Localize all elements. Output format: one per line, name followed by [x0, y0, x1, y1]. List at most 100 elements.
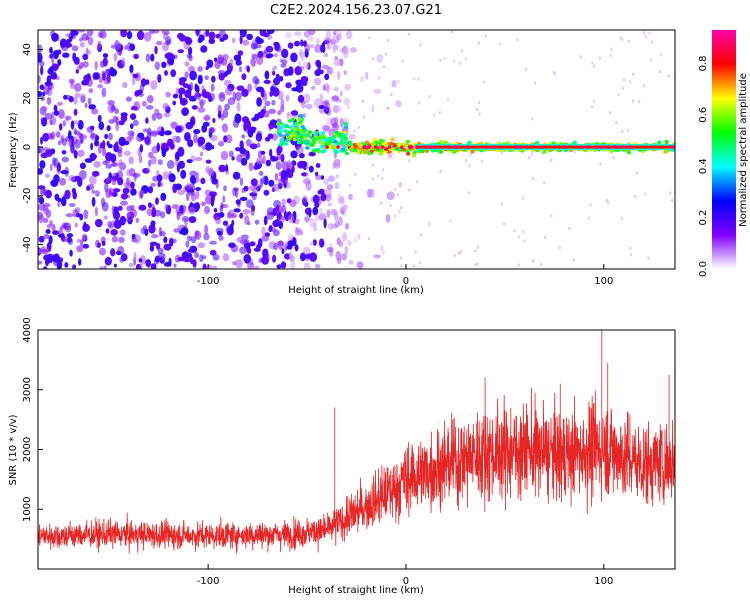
- spectrogram-cell: [120, 200, 128, 206]
- spectrogram-cell: [312, 206, 319, 216]
- spectrogram-cell: [418, 261, 421, 265]
- signal-band-cell: [371, 142, 376, 146]
- spectrogram-cell: [76, 238, 81, 243]
- spectrogram-cell: [140, 135, 145, 141]
- spectrogram-cell: [74, 82, 82, 92]
- spectrogram-cell: [289, 255, 296, 262]
- spectrogram-cell: [325, 194, 332, 202]
- spectrogram-cell: [294, 244, 299, 252]
- spectrogram-cell: [118, 236, 125, 243]
- spectrogram-cell: [385, 214, 391, 223]
- spectrogram-cell: [623, 78, 626, 82]
- spectrogram-cell: [299, 252, 306, 262]
- spectrogram-cell: [554, 72, 556, 76]
- spectrogram-cell: [599, 162, 602, 166]
- spectrogram-cell: [258, 170, 264, 176]
- spectrogram-cell: [237, 50, 244, 56]
- spectrogram-cell: [177, 49, 184, 54]
- spectrogram-cell: [132, 76, 136, 86]
- spectrogram-cell: [301, 80, 308, 86]
- spectrogram-cell: [400, 206, 403, 210]
- signal-band-cell: [358, 143, 364, 148]
- spectrogram-cell: [398, 209, 401, 213]
- signal-band-cell: [381, 142, 386, 146]
- spectrogram-cell: [380, 244, 384, 252]
- spectrogram-cell: [209, 240, 218, 245]
- spectrogram-cell: [231, 156, 235, 161]
- spectrogram-cell: [513, 229, 516, 232]
- spectrogram-cell: [330, 209, 338, 216]
- spectrogram-cell: [337, 256, 342, 265]
- spectrogram-cell: [232, 171, 241, 180]
- spectrogram-cell: [159, 211, 166, 219]
- spectrogram-cell: [247, 83, 252, 93]
- spectrogram-cell: [97, 31, 104, 38]
- spectrogram-cell: [163, 262, 171, 267]
- spectrogram-cell: [383, 65, 385, 69]
- tick-label: 100: [594, 276, 613, 287]
- spectrogram-cell: [256, 142, 261, 148]
- signal-peak: [387, 145, 392, 149]
- signal-peak: [628, 145, 632, 149]
- spectrogram-cell: [164, 52, 173, 60]
- spectrogram-cell: [543, 181, 546, 185]
- spectrogram-cell: [173, 228, 180, 233]
- spectrogram-cell: [102, 160, 108, 166]
- spectrogram-cell: [150, 263, 157, 269]
- spectrogram-cell: [133, 53, 140, 60]
- spectrogram-cell: [387, 106, 390, 110]
- spectrogram-cell: [120, 30, 127, 38]
- spectrogram-cell: [91, 108, 99, 115]
- spectrogram-cell: [80, 93, 86, 101]
- spectrogram-cell: [286, 170, 294, 179]
- spectrogram-cell: [67, 130, 72, 141]
- spectrogram-cell: [287, 42, 294, 49]
- spectrogram-cell: [336, 70, 341, 81]
- spectrogram-cell: [221, 123, 229, 133]
- spectrogram-cell: [268, 226, 273, 233]
- spectrogram-cell: [256, 97, 262, 107]
- spectrogram-cell: [124, 217, 132, 222]
- spectrogram-cell: [151, 211, 156, 218]
- spectrogram-cell: [591, 105, 594, 109]
- spectrogram-cell: [305, 103, 313, 110]
- signal-band-cell: [320, 131, 326, 135]
- signal-peak: [400, 145, 404, 149]
- spectrogram-cell: [298, 61, 302, 67]
- spectrogram-cell: [524, 68, 527, 71]
- spectrogram-cell: [650, 58, 653, 62]
- spectrogram-cell: [172, 93, 179, 99]
- tick-label: 4000: [22, 317, 33, 342]
- spectrogram-cell: [619, 36, 622, 40]
- spectrogram-cell: [50, 74, 57, 79]
- spectrogram-cell: [233, 208, 241, 213]
- spectrogram-cell: [354, 238, 357, 242]
- spectrogram-cell: [591, 61, 594, 65]
- spectrogram-cell: [615, 121, 618, 125]
- spectrogram-cell: [453, 253, 456, 257]
- spectrogram-cell: [206, 59, 214, 68]
- spectrogram-cell: [157, 159, 163, 166]
- spectrogram-cell: [333, 105, 342, 114]
- spectrogram-cell: [138, 263, 143, 269]
- signal-peak: [409, 145, 414, 149]
- spectrogram-cell: [61, 156, 70, 163]
- spectrogram-cell: [318, 213, 327, 221]
- spectrogram-cell: [53, 49, 59, 60]
- spectrogram-cell: [365, 71, 369, 80]
- spectrogram-cell: [382, 168, 384, 172]
- spectrogram-cell: [348, 134, 356, 140]
- spectrogram-cell: [302, 113, 307, 119]
- spectrogram-cell: [145, 105, 154, 110]
- spectrogram-cell: [180, 227, 189, 236]
- spectrogram-cell: [65, 225, 72, 233]
- spectrogram-cell: [318, 105, 326, 109]
- spectrogram-cell: [186, 191, 190, 202]
- signal-band-cell: [344, 151, 350, 156]
- spectrogram-cell: [233, 187, 239, 192]
- spectrogram-cell: [634, 195, 637, 199]
- spectrogram-cell: [107, 143, 113, 149]
- spectrogram-cell: [341, 253, 347, 261]
- spectrogram-cell: [111, 177, 117, 186]
- signal-band-cell: [470, 149, 475, 154]
